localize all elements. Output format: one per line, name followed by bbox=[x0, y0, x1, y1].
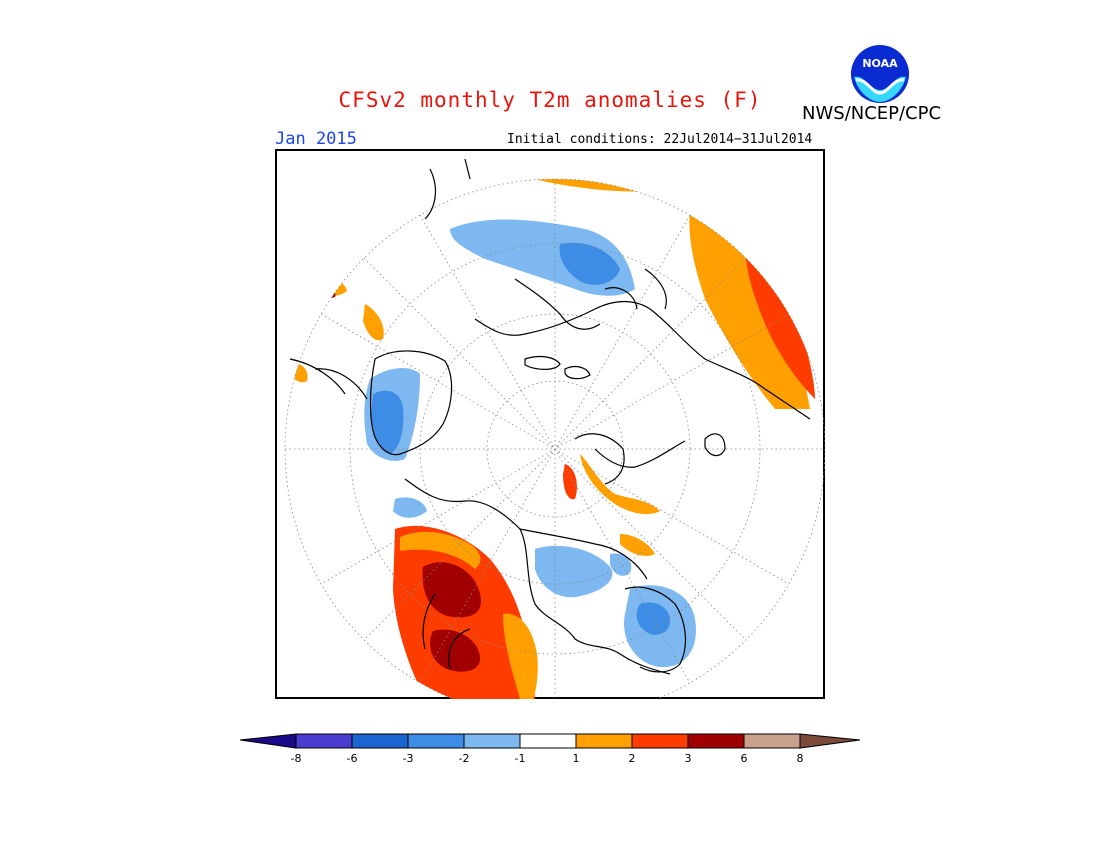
colorbar-swatch-high-arrow bbox=[800, 734, 860, 748]
graticule bbox=[284, 178, 825, 699]
colorbar-swatch-low-arrow bbox=[240, 734, 296, 748]
anomaly-region bbox=[393, 497, 427, 518]
anomaly-region bbox=[745, 244, 815, 399]
colorbar-swatch bbox=[688, 734, 744, 748]
noaa-logo: NOAA bbox=[851, 45, 909, 103]
colorbar-tick-label: -6 bbox=[347, 752, 358, 765]
colorbar-swatch bbox=[576, 734, 632, 748]
anomaly-map bbox=[275, 149, 825, 699]
map-title: CFSv2 monthly T2m anomalies (F) bbox=[338, 88, 762, 112]
colorbar-tick-label: 1 bbox=[573, 752, 580, 765]
colorbar-swatch bbox=[632, 734, 688, 748]
agency-credit: NWS/NCEP/CPC bbox=[802, 103, 942, 124]
colorbar-swatch bbox=[464, 734, 520, 748]
anomaly-region bbox=[430, 629, 480, 672]
colorbar-tick-label: -2 bbox=[459, 752, 470, 765]
colorbar-swatch bbox=[296, 734, 352, 748]
forecast-period: Jan 2015 bbox=[275, 129, 357, 149]
anomaly-region bbox=[636, 602, 670, 635]
anomaly-region bbox=[580, 454, 660, 515]
colorbar-tick-label: -3 bbox=[403, 752, 414, 765]
colorbar-tick-label: -1 bbox=[515, 752, 526, 765]
anomaly-region bbox=[422, 562, 481, 618]
colorbar-tick-label: 2 bbox=[629, 752, 636, 765]
coastlines bbox=[289, 158, 811, 675]
initial-conditions: Initial conditions: 22Jul2014−31Jul2014 bbox=[507, 132, 813, 147]
anomaly-region bbox=[371, 390, 404, 454]
noaa-logo-text: NOAA bbox=[862, 57, 898, 70]
colorbar-tick-label: -8 bbox=[291, 752, 302, 765]
colorbar-tick-label: 6 bbox=[741, 752, 748, 765]
colorbar-tick-label: 8 bbox=[797, 752, 804, 765]
color-scale-legend: -8 -6 -3 -2 -1 1 2 3 6 8 bbox=[240, 733, 860, 765]
anomaly-region bbox=[503, 613, 538, 699]
anomaly-region bbox=[563, 464, 577, 500]
anomaly-region bbox=[400, 531, 481, 569]
anomaly-region bbox=[620, 534, 655, 556]
colorbar-swatch bbox=[520, 734, 576, 748]
anomaly-region bbox=[559, 242, 620, 285]
colorbar-tick-label: 3 bbox=[685, 752, 692, 765]
colorbar-swatch bbox=[352, 734, 408, 748]
anomaly-region bbox=[689, 209, 810, 409]
anomaly-fields bbox=[290, 179, 815, 699]
colorbar-swatch bbox=[744, 734, 800, 748]
colorbar-swatch bbox=[408, 734, 464, 748]
anomaly-region bbox=[363, 304, 384, 341]
